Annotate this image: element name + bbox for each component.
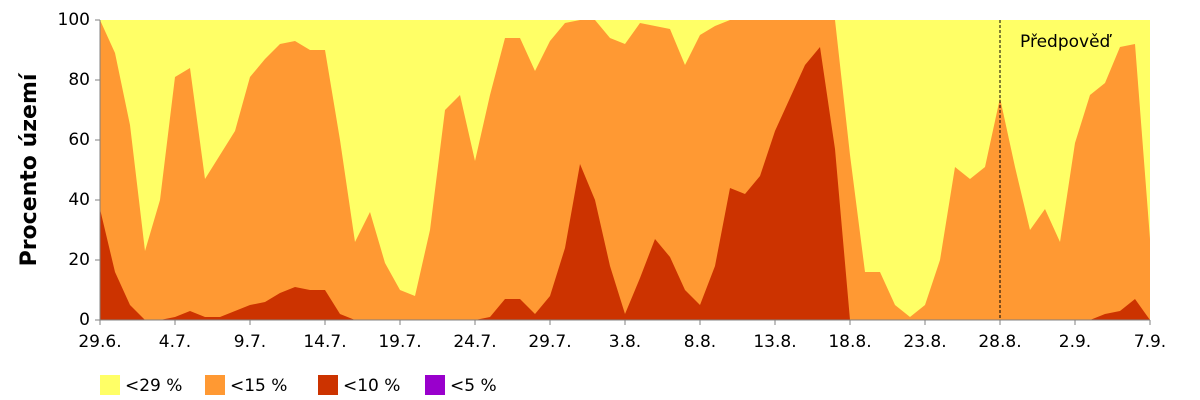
legend-label: <10 % bbox=[343, 376, 400, 396]
legend-swatch bbox=[318, 375, 338, 395]
x-tick-label: 3.8. bbox=[609, 332, 641, 352]
y-tick-label: 0 bbox=[79, 310, 90, 330]
x-tick-label: 29.7. bbox=[528, 332, 571, 352]
area bbox=[100, 20, 1150, 320]
x-tick-label: 24.7. bbox=[453, 332, 496, 352]
y-tick-label: 80 bbox=[68, 70, 90, 90]
y-tick-label: 60 bbox=[68, 130, 90, 150]
y-axis-label: Procento území bbox=[17, 72, 42, 266]
x-tick-label: 23.8. bbox=[903, 332, 946, 352]
x-tick-label: 14.7. bbox=[303, 332, 346, 352]
legend-label: <15 % bbox=[230, 376, 287, 396]
y-tick-label: 20 bbox=[68, 250, 90, 270]
legend-swatch bbox=[425, 375, 445, 395]
legend-swatch bbox=[100, 375, 120, 395]
x-tick-label: 4.7. bbox=[159, 332, 191, 352]
x-tick-label: 8.8. bbox=[684, 332, 716, 352]
y-tick-label: 40 bbox=[68, 190, 90, 210]
x-tick-label: 13.8. bbox=[753, 332, 796, 352]
x-tick-label: 19.7. bbox=[378, 332, 421, 352]
x-tick-label: 7.9. bbox=[1134, 332, 1166, 352]
x-tick-label: 18.8. bbox=[828, 332, 871, 352]
legend-swatch bbox=[205, 375, 225, 395]
y-tick-label: 100 bbox=[58, 10, 90, 30]
x-tick-label: 2.9. bbox=[1059, 332, 1091, 352]
x-tick-label: 29.6. bbox=[78, 332, 121, 352]
forecast-label: Předpověď bbox=[1020, 32, 1113, 52]
legend-label: <5 % bbox=[450, 376, 497, 396]
x-tick-label: 28.8. bbox=[978, 332, 1021, 352]
x-tick-label: 9.7. bbox=[234, 332, 266, 352]
legend-label: <29 % bbox=[125, 376, 182, 396]
